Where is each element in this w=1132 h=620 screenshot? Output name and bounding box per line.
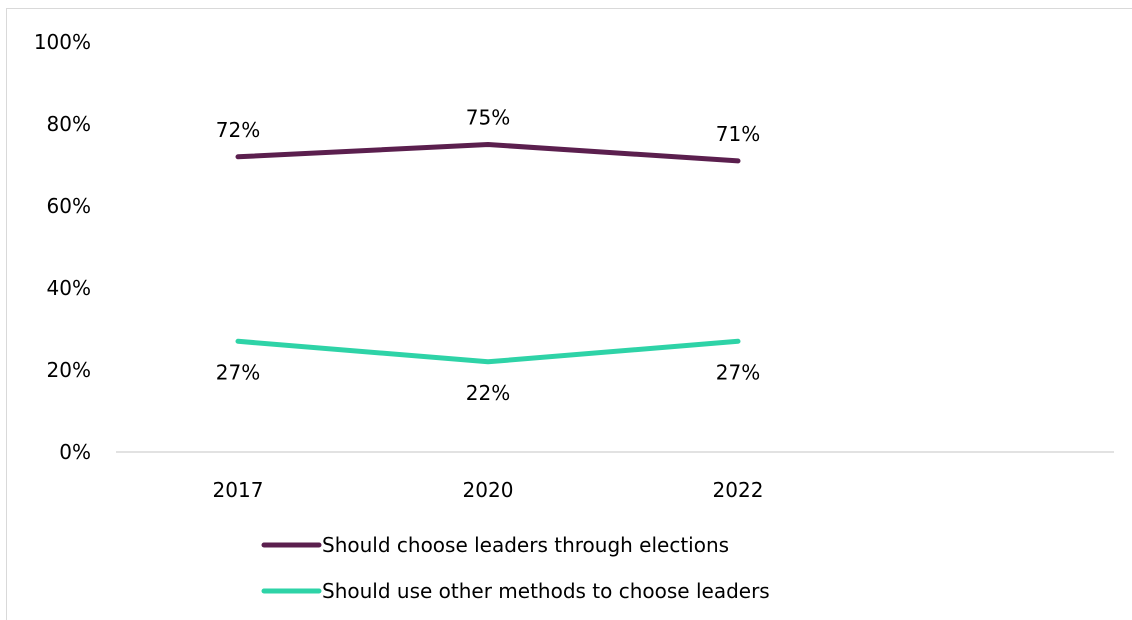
y-tick-label: 60% <box>47 194 91 218</box>
series-line-2 <box>235 338 741 365</box>
y-axis-tick-labels: 0% 20% 40% 60% 80% 100% <box>34 30 91 464</box>
series-line-1 <box>235 142 741 164</box>
x-tick-label: 2022 <box>713 478 764 502</box>
data-label: 27% <box>716 360 760 384</box>
x-tick-label: 2017 <box>213 478 264 502</box>
y-tick-label: 80% <box>47 112 91 136</box>
y-tick-label: 40% <box>47 276 91 300</box>
y-tick-label: 100% <box>34 30 91 54</box>
data-labels: 72% 75% 71% 27% 22% 27% <box>216 106 760 405</box>
chart-frame <box>6 8 1132 620</box>
legend-label: Should use other methods to choose leade… <box>322 579 770 603</box>
series-lines <box>235 142 741 365</box>
data-label: 75% <box>466 106 510 130</box>
x-axis-tick-labels: 2017 2020 2022 <box>213 478 764 502</box>
data-label: 72% <box>216 118 260 142</box>
data-label: 22% <box>466 381 510 405</box>
data-label: 27% <box>216 360 260 384</box>
y-tick-label: 0% <box>59 440 91 464</box>
y-tick-label: 20% <box>47 358 91 382</box>
x-tick-label: 2020 <box>463 478 514 502</box>
legend: Should choose leaders through elections S… <box>261 533 770 603</box>
legend-label: Should choose leaders through elections <box>322 533 729 557</box>
data-label: 71% <box>716 122 760 146</box>
